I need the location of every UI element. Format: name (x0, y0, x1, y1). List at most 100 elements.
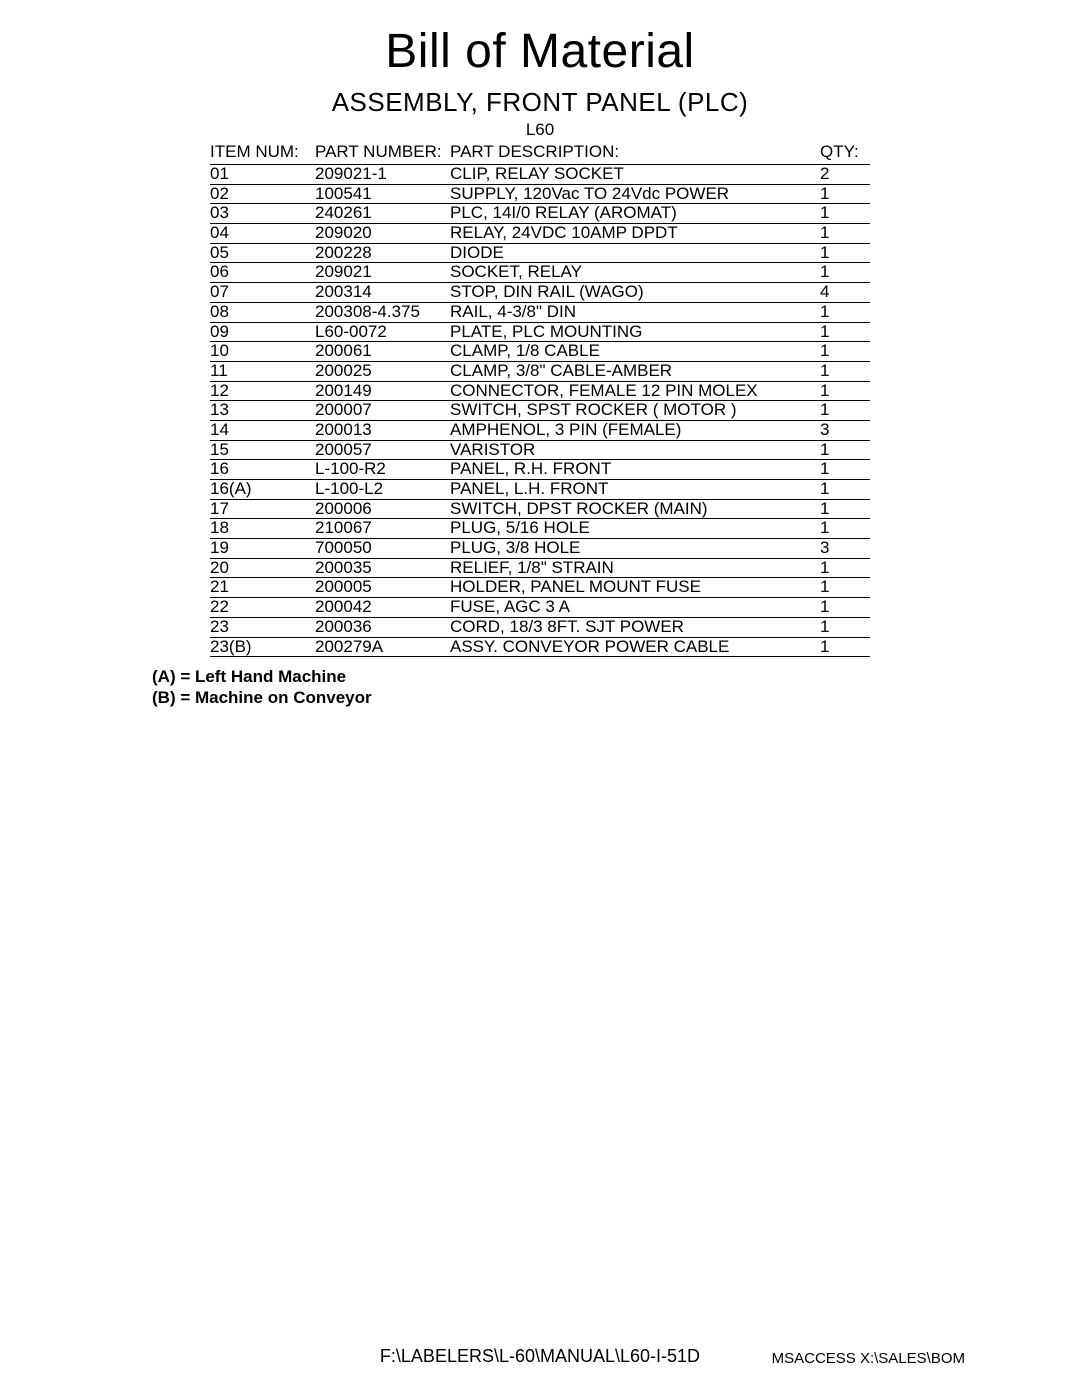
cell-item: 20 (210, 558, 315, 578)
cell-item: 10 (210, 342, 315, 362)
cell-desc: PLATE, PLC MOUNTING (450, 322, 820, 342)
cell-item: 02 (210, 184, 315, 204)
cell-item: 16 (210, 460, 315, 480)
table-row: 05200228DIODE1 (210, 243, 870, 263)
cell-desc: VARISTOR (450, 440, 820, 460)
cell-part: 200308-4.375 (315, 302, 450, 322)
table-row: 23(B)200279AASSY. CONVEYOR POWER CABLE1 (210, 637, 870, 657)
cell-item: 09 (210, 322, 315, 342)
cell-item: 07 (210, 283, 315, 303)
table-row: 14200013AMPHENOL, 3 PIN (FEMALE)3 (210, 420, 870, 440)
cell-qty: 1 (820, 440, 870, 460)
cell-qty: 1 (820, 558, 870, 578)
col-header-qty: QTY: (820, 140, 870, 165)
cell-qty: 1 (820, 204, 870, 224)
cell-desc: CLAMP, 3/8" CABLE-AMBER (450, 361, 820, 381)
page-subtitle: ASSEMBLY, FRONT PANEL (PLC) (0, 87, 1080, 118)
cell-desc: AMPHENOL, 3 PIN (FEMALE) (450, 420, 820, 440)
table-row: 11200025CLAMP, 3/8" CABLE-AMBER1 (210, 361, 870, 381)
cell-desc: PLUG, 5/16 HOLE (450, 519, 820, 539)
cell-desc: SOCKET, RELAY (450, 263, 820, 283)
col-header-desc: PART DESCRIPTION: (450, 140, 820, 165)
table-row: 20200035RELIEF, 1/8" STRAIN1 (210, 558, 870, 578)
cell-part: 200228 (315, 243, 450, 263)
cell-item: 14 (210, 420, 315, 440)
cell-item: 06 (210, 263, 315, 283)
cell-item: 22 (210, 598, 315, 618)
cell-qty: 1 (820, 499, 870, 519)
cell-part: 210067 (315, 519, 450, 539)
table-row: 13200007SWITCH, SPST ROCKER ( MOTOR )1 (210, 401, 870, 421)
table-row: 12200149CONNECTOR, FEMALE 12 PIN MOLEX1 (210, 381, 870, 401)
table-row: 04209020RELAY, 24VDC 10AMP DPDT1 (210, 224, 870, 244)
footnotes: (A) = Left Hand Machine(B) = Machine on … (152, 667, 1080, 708)
cell-item: 23 (210, 617, 315, 637)
cell-desc: PANEL, L.H. FRONT (450, 480, 820, 500)
cell-qty: 1 (820, 342, 870, 362)
cell-item: 18 (210, 519, 315, 539)
cell-part: L60-0072 (315, 322, 450, 342)
cell-qty: 1 (820, 184, 870, 204)
cell-item: 15 (210, 440, 315, 460)
cell-part: 200007 (315, 401, 450, 421)
cell-item: 12 (210, 381, 315, 401)
cell-qty: 1 (820, 598, 870, 618)
cell-item: 19 (210, 539, 315, 559)
cell-qty: 1 (820, 322, 870, 342)
cell-desc: PLC, 14I/0 RELAY (AROMAT) (450, 204, 820, 224)
table-row: 22200042FUSE, AGC 3 A1 (210, 598, 870, 618)
cell-part: 200006 (315, 499, 450, 519)
cell-desc: SWITCH, DPST ROCKER (MAIN) (450, 499, 820, 519)
cell-desc: RAIL, 4-3/8" DIN (450, 302, 820, 322)
table-row: 01209021-1CLIP, RELAY SOCKET2 (210, 165, 870, 185)
table-row: 07200314STOP, DIN RAIL (WAGO)4 (210, 283, 870, 303)
table-row: 21200005HOLDER, PANEL MOUNT FUSE1 (210, 578, 870, 598)
cell-qty: 1 (820, 578, 870, 598)
cell-item: 04 (210, 224, 315, 244)
cell-part: 200005 (315, 578, 450, 598)
cell-qty: 3 (820, 420, 870, 440)
cell-item: 05 (210, 243, 315, 263)
cell-desc: STOP, DIN RAIL (WAGO) (450, 283, 820, 303)
table-row: 10200061CLAMP, 1/8 CABLE1 (210, 342, 870, 362)
cell-desc: CLAMP, 1/8 CABLE (450, 342, 820, 362)
cell-qty: 1 (820, 381, 870, 401)
cell-desc: HOLDER, PANEL MOUNT FUSE (450, 578, 820, 598)
cell-qty: 1 (820, 401, 870, 421)
cell-item: 16(A) (210, 480, 315, 500)
footnote-line: (A) = Left Hand Machine (152, 667, 1080, 687)
cell-desc: RELIEF, 1/8" STRAIN (450, 558, 820, 578)
cell-qty: 1 (820, 243, 870, 263)
cell-qty: 1 (820, 617, 870, 637)
table-row: 16(A)L-100-L2PANEL, L.H. FRONT1 (210, 480, 870, 500)
cell-part: 209021-1 (315, 165, 450, 185)
cell-part: 200149 (315, 381, 450, 401)
footnote-line: (B) = Machine on Conveyor (152, 688, 1080, 708)
cell-part: 200013 (315, 420, 450, 440)
cell-desc: CLIP, RELAY SOCKET (450, 165, 820, 185)
table-row: 19700050PLUG, 3/8 HOLE3 (210, 539, 870, 559)
cell-desc: SWITCH, SPST ROCKER ( MOTOR ) (450, 401, 820, 421)
cell-qty: 1 (820, 637, 870, 657)
cell-desc: RELAY, 24VDC 10AMP DPDT (450, 224, 820, 244)
cell-part: 200036 (315, 617, 450, 637)
table-row: 16L-100-R2PANEL, R.H. FRONT1 (210, 460, 870, 480)
table-row: 06209021SOCKET, RELAY1 (210, 263, 870, 283)
cell-part: 209021 (315, 263, 450, 283)
cell-item: 17 (210, 499, 315, 519)
cell-part: 700050 (315, 539, 450, 559)
cell-item: 03 (210, 204, 315, 224)
table-row: 23200036CORD, 18/3 8FT. SJT POWER1 (210, 617, 870, 637)
cell-part: 100541 (315, 184, 450, 204)
cell-qty: 1 (820, 263, 870, 283)
cell-desc: CONNECTOR, FEMALE 12 PIN MOLEX (450, 381, 820, 401)
cell-part: 200314 (315, 283, 450, 303)
cell-part: L-100-R2 (315, 460, 450, 480)
table-row: 08200308-4.375RAIL, 4-3/8" DIN1 (210, 302, 870, 322)
cell-qty: 3 (820, 539, 870, 559)
assembly-code: L60 (0, 120, 1080, 140)
cell-qty: 1 (820, 480, 870, 500)
cell-item: 01 (210, 165, 315, 185)
table-row: 15200057VARISTOR1 (210, 440, 870, 460)
cell-item: 11 (210, 361, 315, 381)
